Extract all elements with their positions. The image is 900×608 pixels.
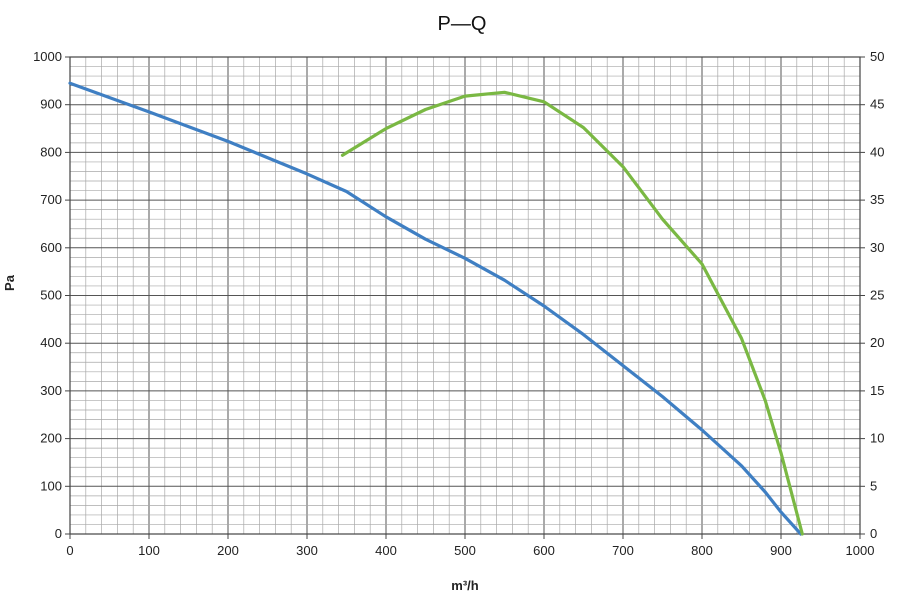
series-layer xyxy=(68,81,804,536)
y2-tick-label: 5 xyxy=(870,478,877,493)
y2-tick-label: 40 xyxy=(870,144,884,159)
x-tick-label: 600 xyxy=(533,543,555,558)
y-tick-label: 800 xyxy=(40,144,62,159)
x-axis-label: m³/h xyxy=(451,578,479,593)
x-tick-label: 700 xyxy=(612,543,634,558)
y-tick-label: 600 xyxy=(40,240,62,255)
series-line-left-axis xyxy=(68,81,803,536)
x-tick-label: 200 xyxy=(217,543,239,558)
y2-tick-label: 35 xyxy=(870,192,884,207)
y2-tick-label: 25 xyxy=(870,288,884,303)
x-tick-label: 300 xyxy=(296,543,318,558)
y-tick-label: 1000 xyxy=(33,49,62,64)
x-tick-label: 900 xyxy=(770,543,792,558)
tick-labels: 0100200300400500600700800900100005101520… xyxy=(33,49,884,558)
y2-tick-label: 10 xyxy=(870,431,884,446)
y-tick-label: 300 xyxy=(40,383,62,398)
y2-tick-label: 15 xyxy=(870,383,884,398)
x-tick-label: 0 xyxy=(66,543,73,558)
y2-tick-label: 20 xyxy=(870,335,884,350)
chart-title: P—Q xyxy=(438,13,487,35)
y-tick-label: 900 xyxy=(40,97,62,112)
x-tick-label: 500 xyxy=(454,543,476,558)
x-tick-label: 1000 xyxy=(846,543,875,558)
y2-tick-label: 30 xyxy=(870,240,884,255)
axes xyxy=(65,56,865,539)
y2-tick-label: 50 xyxy=(870,49,884,64)
x-tick-label: 100 xyxy=(138,543,160,558)
y-tick-label: 400 xyxy=(40,335,62,350)
grid xyxy=(69,56,861,535)
y2-tick-label: 45 xyxy=(870,97,884,112)
y-tick-label: 700 xyxy=(40,192,62,207)
y2-tick-label: 0 xyxy=(870,526,877,541)
series-line-right-axis xyxy=(340,90,804,536)
x-tick-label: 400 xyxy=(375,543,397,558)
y-tick-label: 100 xyxy=(40,478,62,493)
y-tick-label: 500 xyxy=(40,288,62,303)
x-tick-label: 800 xyxy=(691,543,713,558)
y-axis-label: Pa xyxy=(2,274,17,291)
y-tick-label: 0 xyxy=(55,526,62,541)
y-tick-label: 200 xyxy=(40,431,62,446)
